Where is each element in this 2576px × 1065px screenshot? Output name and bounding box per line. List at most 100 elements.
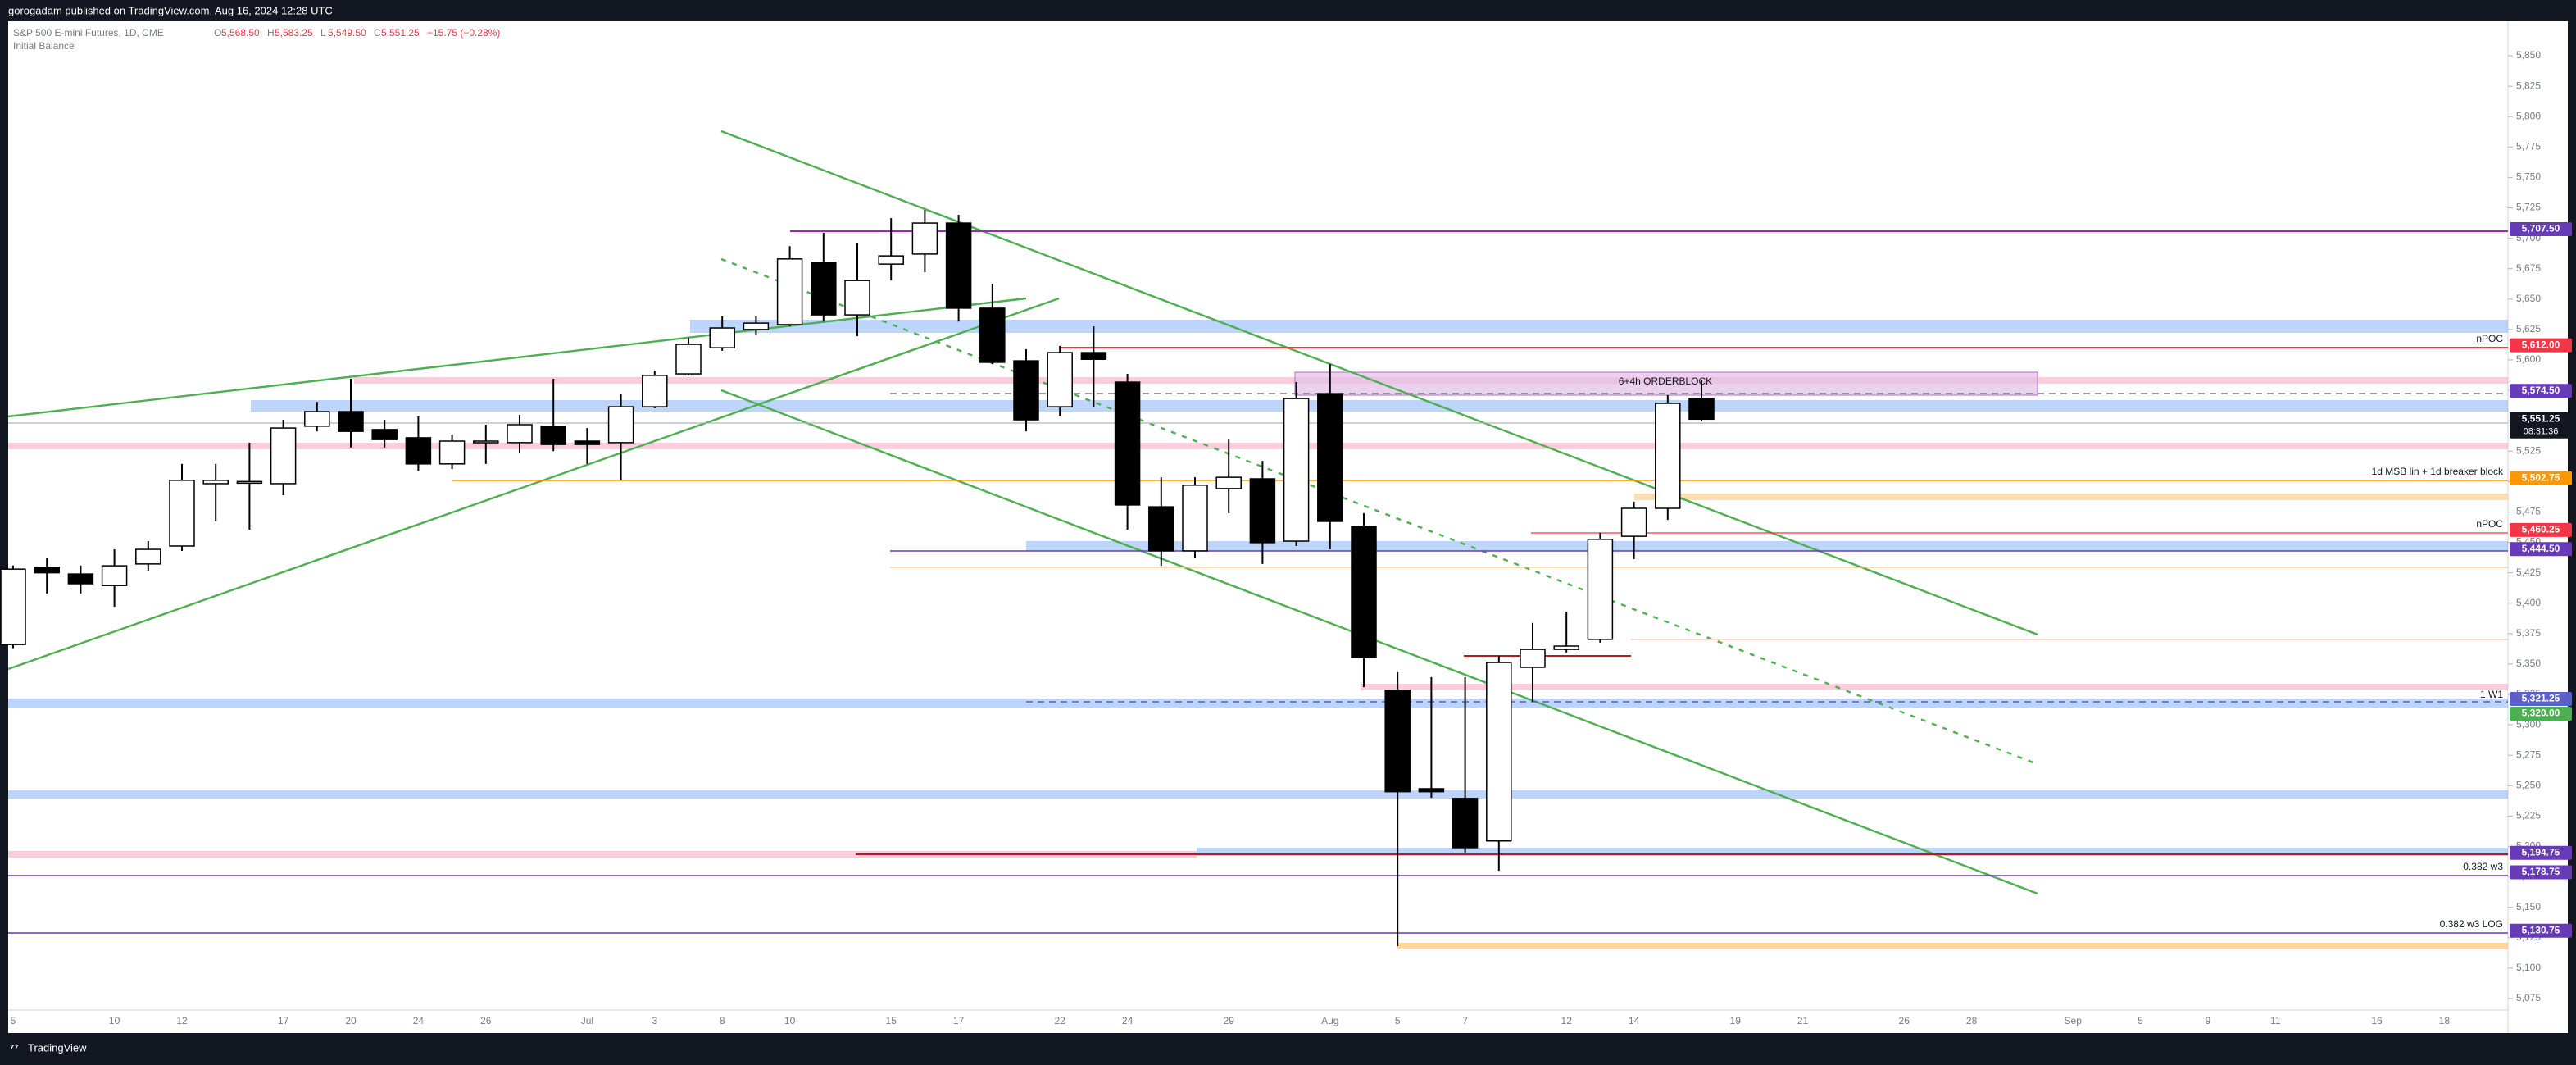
quote-change: −15.75 (−0.28%) [427,27,500,39]
x-tick-label: 29 [1224,1015,1235,1026]
price-tag [2510,471,2572,485]
zone [8,699,2508,708]
y-tick-label: 5,250 [2516,779,2541,790]
y-tick-label: 5,350 [2516,658,2541,669]
x-tick-label: 11 [2270,1015,2281,1026]
price-tag-label: 5,444.50 [2522,543,2560,554]
price-tag-label: 5,321.25 [2522,693,2560,704]
candle-body [911,222,938,255]
candle-body [1351,526,1377,658]
price-tag [2510,522,2572,537]
candle-body [743,322,770,330]
zone [1634,494,2508,500]
y-tick-label: 5,850 [2516,49,2541,61]
annotation: 0.382 w3 [2463,861,2503,872]
y-tick-label: 5,075 [2516,992,2541,1004]
price-tag [2510,384,2572,398]
price-tag [2510,865,2572,880]
y-tick-label: 5,275 [2516,749,2541,760]
candle-body [236,480,263,485]
x-tick-label: 5 [1395,1015,1401,1026]
candle-body [101,565,128,586]
candle-body [1047,352,1073,407]
price-tag [2510,923,2572,938]
price-tag-label: 5,502.75 [2522,471,2560,483]
candle-body [270,427,297,485]
y-tick-label: 5,750 [2516,171,2541,183]
top-bar [0,0,2576,21]
candle-body [979,307,1006,363]
y-tick-label: 5,525 [2516,444,2541,456]
candle-body [202,480,229,485]
bottom-bar [0,1033,2576,1065]
candle-body [1418,788,1445,793]
price-tag-label: 5,178.75 [2522,866,2560,877]
candle-body [405,437,432,465]
candle-body [844,280,870,316]
y-tick-label: 5,725 [2516,202,2541,213]
candle-body [1249,478,1276,544]
y-tick-label: 5,650 [2516,293,2541,304]
x-tick-label: 12 [1561,1015,1573,1026]
y-tick-label: 5,600 [2516,353,2541,365]
countdown: 08:31:36 [2524,427,2559,437]
x-tick-label: 21 [1797,1015,1809,1026]
candle-body [1114,381,1141,506]
zone [8,790,2508,799]
candle-body [1283,398,1310,542]
candle-body [1486,662,1512,842]
annotation: 0.382 w3 LOG [2440,918,2503,930]
orderblock-label: 6+4h ORDERBLOCK [1619,375,1712,387]
x-tick-label: 28 [1966,1015,1978,1026]
x-tick-label: 24 [1122,1015,1134,1026]
x-tick-label: 7 [1462,1015,1468,1026]
price-tag [2510,692,2572,707]
y-tick-label: 5,425 [2516,567,2541,578]
candle-body [574,440,601,445]
quote-value: 5,549.50 [328,27,366,39]
price-tag-label: 5,130.75 [2522,924,2560,935]
y-tick-label: 5,800 [2516,110,2541,121]
y-tick-label: 5,150 [2516,901,2541,913]
annotation: 1 W1 [2480,689,2503,700]
price-tag-label: 5,707.50 [2522,223,2560,234]
zone [690,320,2508,333]
price-tag-label: 5,574.50 [2522,385,2560,396]
x-tick-label: 16 [2371,1015,2383,1026]
x-tick-label: 17 [953,1015,965,1026]
x-tick-label: Jul [581,1015,593,1026]
candle-body [709,327,735,348]
candle-body [371,429,398,440]
annotation: 1d MSB lin + 1d breaker block [2372,466,2504,477]
zone [1361,684,2508,690]
publisher: gorogadam published on TradingView.com, … [8,4,333,16]
candle-body [169,480,195,547]
quote-key: O [214,27,221,39]
x-tick-label: 10 [109,1015,120,1026]
x-tick-label: 22 [1055,1015,1066,1026]
quote-value: 5,568.50 [221,27,260,39]
x-tick-label: 12 [176,1015,188,1026]
zone [8,443,2508,449]
x-tick-label: 26 [1899,1015,1910,1026]
x-tick-label: 17 [278,1015,289,1026]
candle-body [878,255,904,265]
zone [1397,943,2508,949]
candle-body [338,411,364,432]
y-tick-label: 5,625 [2516,323,2541,335]
footer-brand: TradingView [28,1041,87,1054]
candle-body [675,344,702,375]
drawing-line [7,297,1060,671]
x-tick-label: 5 [2138,1015,2143,1026]
y-tick-label: 5,100 [2516,962,2541,973]
candle-body [811,262,837,316]
symbol: S&P 500 E-mini Futures, 1D, CME [13,27,164,39]
candle-body [473,440,499,444]
quote-key: C [374,27,381,39]
x-tick-label: 14 [1629,1015,1640,1026]
candle-body [945,222,972,309]
candle-body [438,440,466,465]
candle-body [607,406,634,444]
